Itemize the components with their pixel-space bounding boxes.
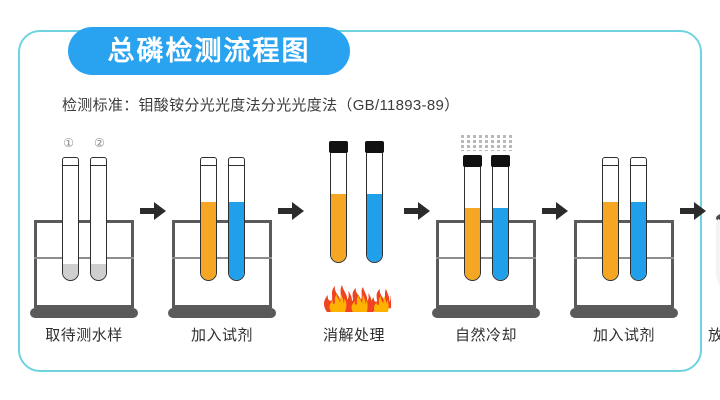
rack-box: [34, 220, 134, 308]
step-6-illustration: [708, 135, 720, 320]
tube-cap-right-icon: [365, 141, 384, 153]
rack-box: [172, 220, 272, 308]
colorimetric-cell-body: [715, 218, 720, 298]
step-3-digestion: 消解处理: [306, 130, 402, 345]
tube-liquid-left: [63, 264, 78, 280]
step-4-illustration: [432, 135, 540, 320]
test-tube-right: [492, 163, 509, 281]
test-tube-right: [228, 157, 245, 281]
tube-number-markers: ① ②: [30, 137, 138, 149]
test-tube-right: [366, 151, 383, 263]
step-3-illustration: [306, 135, 402, 320]
step-1-sample-collection: ① ② 取待测水样: [30, 130, 138, 345]
tube-lip: [229, 165, 244, 167]
tube-rack-assembly: [432, 135, 540, 320]
tube-liquid-right: [91, 264, 106, 280]
tube-liquid-right: [631, 202, 646, 280]
tube-lip: [91, 165, 106, 167]
tube-rack-assembly: [168, 135, 276, 320]
test-tube-left: [62, 157, 79, 281]
arrow-5-icon: [678, 118, 708, 303]
marker-one-icon: ①: [63, 136, 74, 150]
title-pill: 总磷检测流程图: [68, 27, 350, 75]
rack-box: [436, 220, 536, 308]
cell-rim-inner: [718, 213, 720, 224]
capped-tubes-over-flame: [306, 135, 402, 320]
tube-liquid-left: [331, 194, 346, 262]
step-4-natural-cooling: 自然冷却: [432, 130, 540, 345]
step-6-label: 放入比色池: [708, 327, 720, 344]
rack-base: [570, 308, 678, 318]
rack-box: [574, 220, 674, 308]
step-2-illustration: [168, 135, 276, 320]
step-2-label: 加入试剂: [190, 327, 253, 344]
test-tube-left: [200, 157, 217, 281]
process-steps-row: ① ② 取待测水样: [30, 130, 720, 345]
rack-crossbar: [172, 257, 272, 260]
steam-icon: [432, 135, 540, 153]
tube-liquid-left: [603, 202, 618, 280]
tube-liquid-right: [493, 208, 508, 280]
step-1-illustration: ① ②: [30, 135, 138, 320]
marker-two-icon: ②: [94, 136, 105, 150]
tube-cap-left-icon: [329, 141, 348, 153]
rack-base: [168, 308, 276, 318]
arrow-3-icon: [402, 118, 432, 303]
flame-icon: [317, 270, 393, 312]
rack-crossbar: [34, 257, 134, 260]
colorimetric-cell-assembly: [710, 135, 720, 320]
arrow-4-icon: [540, 118, 570, 303]
step-3-label: 消解处理: [322, 327, 385, 344]
tube-liquid-left: [465, 208, 480, 280]
tube-liquid-right: [229, 202, 244, 280]
tube-rack-assembly: [570, 135, 678, 320]
tube-lip: [63, 165, 78, 167]
page-frame: [18, 30, 702, 372]
tube-cap-right-icon: [491, 155, 510, 167]
step-2-add-reagent: 加入试剂: [168, 130, 276, 345]
rack-crossbar: [574, 257, 674, 260]
step-6-colorimetric-cell: 放入比色池: [708, 130, 720, 345]
step-5-illustration: [570, 135, 678, 320]
tube-rack-assembly: ① ②: [30, 135, 138, 320]
page-title: 总磷检测流程图: [107, 35, 311, 66]
test-tube-right: [90, 157, 107, 281]
tube-lip: [631, 165, 646, 167]
arrow-2-icon: [276, 118, 306, 303]
step-5-add-reagent: 加入试剂: [570, 130, 678, 345]
step-4-label: 自然冷却: [454, 327, 517, 344]
rack-crossbar: [436, 257, 536, 260]
test-tube-left: [330, 151, 347, 263]
rack-base: [432, 308, 540, 318]
detection-standard-subtitle: 检测标准：钼酸铵分光光度法分光光度法（GB/11893-89）: [62, 97, 460, 114]
tube-liquid-left: [201, 202, 216, 280]
test-tube-left: [464, 163, 481, 281]
step-1-label: 取待测水样: [45, 327, 123, 344]
test-tube-right: [630, 157, 647, 281]
tube-lip: [201, 165, 216, 167]
tube-liquid-right: [367, 194, 382, 262]
tube-lip: [603, 165, 618, 167]
test-tube-left: [602, 157, 619, 281]
rack-base: [30, 308, 138, 318]
step-5-label: 加入试剂: [592, 327, 655, 344]
tube-cap-left-icon: [463, 155, 482, 167]
arrow-1-icon: [138, 118, 168, 303]
